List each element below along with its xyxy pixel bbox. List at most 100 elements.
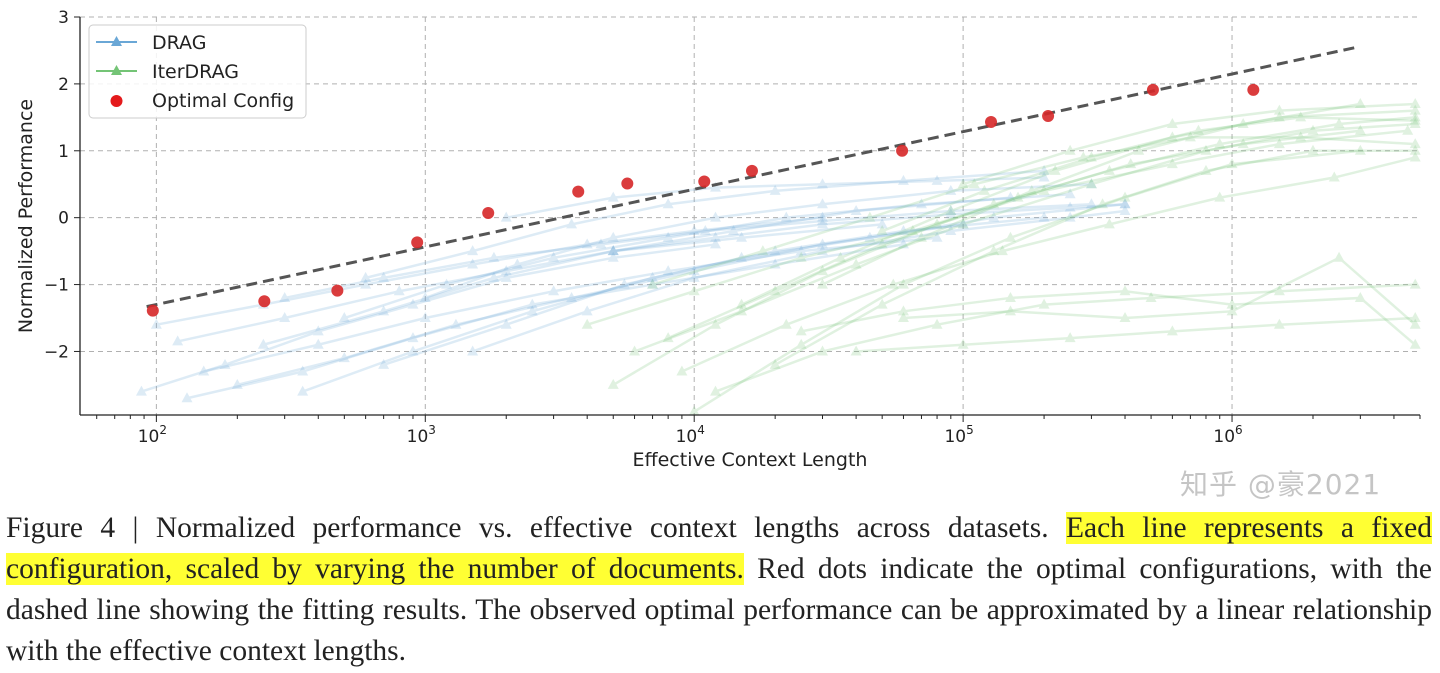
series-point: [1097, 198, 1109, 209]
series-point: [688, 285, 700, 296]
series-point: [709, 385, 721, 396]
series-point: [897, 174, 909, 185]
series-point: [1166, 118, 1178, 129]
series-point: [1133, 144, 1145, 155]
series-point: [887, 278, 899, 289]
y-tick-label: 3: [58, 8, 69, 28]
series-line-drag: [607, 198, 1131, 256]
series-path: [284, 203, 1092, 300]
series-point: [1409, 104, 1421, 115]
series-point: [467, 245, 479, 256]
series-point: [1192, 124, 1204, 135]
series-line-iterdrag: [581, 124, 1366, 329]
series-point: [931, 231, 943, 242]
series-line-iterdrag: [709, 278, 1421, 396]
series-point: [817, 218, 829, 229]
series-point: [581, 305, 593, 316]
series-point: [1409, 118, 1421, 129]
series-point: [931, 174, 943, 185]
x-tick-label: 105: [944, 423, 973, 447]
series-point: [1026, 184, 1038, 195]
series-point: [1004, 305, 1016, 316]
series-line-iterdrag: [850, 312, 1421, 356]
series-point: [338, 312, 350, 323]
series-path: [586, 129, 1361, 326]
series-path: [800, 289, 1417, 346]
series-point: [876, 238, 888, 249]
series-point: [393, 285, 405, 296]
series-point: [378, 358, 390, 369]
legend-drag: DRAG: [152, 32, 206, 54]
series-path: [186, 243, 904, 400]
series-point: [957, 338, 969, 349]
series-point: [1273, 285, 1285, 296]
series-line-iterdrag: [795, 285, 1421, 349]
series-line-drag: [231, 218, 969, 389]
series-point: [1085, 178, 1097, 189]
y-tick-label: −2: [44, 342, 69, 362]
series-point: [1273, 111, 1285, 122]
series-point: [769, 358, 781, 369]
series-point: [419, 312, 431, 323]
series-line-drag: [279, 198, 1097, 302]
series-point: [1409, 138, 1421, 149]
series-point: [312, 338, 324, 349]
series-point: [996, 245, 1008, 256]
series-line-drag: [360, 164, 1050, 282]
series-line-drag: [338, 188, 1076, 323]
series-point: [945, 225, 957, 236]
series-line-drag: [297, 211, 1050, 396]
series-point: [1038, 298, 1050, 309]
series-path: [774, 149, 1416, 366]
series-point: [467, 258, 479, 269]
series-point: [1119, 198, 1131, 209]
series-point: [1409, 338, 1421, 349]
series-line-iterdrag: [769, 144, 1421, 369]
series-point: [978, 184, 990, 195]
series-point: [607, 251, 619, 262]
series-path: [424, 182, 1092, 300]
x-tick-label: 102: [138, 423, 167, 447]
series-line-drag: [500, 171, 1050, 222]
series-path: [203, 236, 938, 373]
series-point: [257, 338, 269, 349]
series-point: [1237, 138, 1249, 149]
series-path: [693, 149, 1361, 413]
series-point: [607, 191, 619, 202]
series-point: [850, 345, 862, 356]
series-point: [607, 245, 619, 256]
series-point: [1038, 211, 1050, 222]
series-point: [1200, 144, 1212, 155]
series-point: [676, 365, 688, 376]
series-point: [817, 215, 829, 226]
series-point: [1004, 291, 1016, 302]
series-point: [907, 225, 919, 236]
series-point: [688, 225, 700, 236]
series-point: [181, 392, 193, 403]
series-point: [931, 218, 943, 229]
series-path: [681, 156, 1416, 373]
series-point: [795, 251, 807, 262]
series-point: [1125, 158, 1137, 169]
series-point: [968, 178, 980, 189]
series-point: [419, 291, 431, 302]
series-point: [817, 278, 829, 289]
series-point: [526, 298, 538, 309]
series-point: [172, 335, 184, 346]
y-tick-label: 0: [58, 209, 69, 229]
series-line-drag: [181, 238, 909, 403]
series-point: [488, 271, 500, 282]
series-line-iterdrag: [676, 151, 1421, 376]
series-point: [864, 231, 876, 242]
series-point: [897, 225, 909, 236]
series-point: [662, 332, 674, 343]
caption-text-2: Red dots indicate the optimal configurat…: [6, 553, 1433, 667]
series-point: [450, 318, 462, 329]
series-point: [1038, 171, 1050, 182]
series-point: [736, 231, 748, 242]
series-point: [1166, 325, 1178, 336]
drag-legend-marker-icon: [111, 36, 122, 46]
series-point: [360, 271, 372, 282]
series-point: [607, 245, 619, 256]
series-line-iterdrag: [957, 97, 1421, 189]
